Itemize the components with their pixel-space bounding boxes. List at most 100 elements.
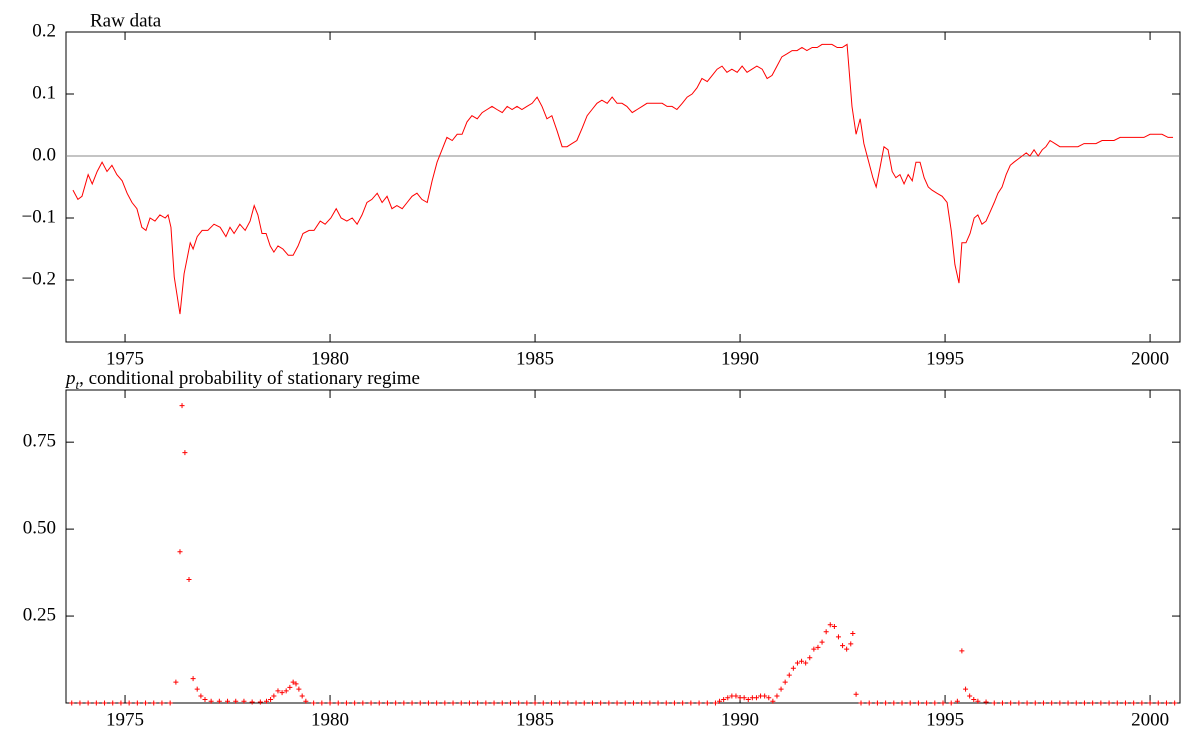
y-tick-label: −0.2 (22, 268, 56, 289)
data-point (417, 700, 423, 706)
data-point (177, 549, 183, 555)
data-point (573, 700, 579, 706)
data-point (959, 648, 965, 654)
data-point (275, 688, 281, 694)
data-point (924, 700, 930, 706)
data-point (991, 700, 997, 706)
data-point (581, 700, 587, 706)
x-tick-label: 1995 (926, 348, 964, 369)
data-point (655, 700, 661, 706)
data-point (999, 700, 1005, 706)
data-point (368, 700, 374, 706)
y-tick-label: 0.2 (32, 20, 56, 41)
data-point (352, 700, 358, 706)
data-point (745, 697, 751, 703)
x-tick-label: 1980 (311, 348, 349, 369)
data-point (1163, 700, 1169, 706)
data-point (499, 700, 505, 706)
data-point (548, 700, 554, 706)
data-point (425, 700, 431, 706)
data-point (932, 700, 938, 706)
data-point (866, 700, 872, 706)
data-point (202, 697, 208, 703)
data-point (118, 700, 124, 706)
data-point (327, 700, 333, 706)
data-point (376, 700, 382, 706)
data-point (491, 700, 497, 706)
data-point (606, 700, 612, 706)
data-point (948, 700, 954, 706)
data-point (696, 700, 702, 706)
data-point (589, 700, 595, 706)
data-point (963, 686, 969, 692)
data-point (208, 698, 214, 704)
data-point (540, 700, 546, 706)
data-point (179, 403, 185, 409)
data-point (1106, 700, 1112, 706)
data-point (850, 630, 856, 636)
data-point (85, 700, 91, 706)
data-point (1065, 700, 1071, 706)
y-tick-label: 0.75 (23, 431, 56, 452)
data-point (450, 700, 456, 706)
data-point (799, 658, 805, 664)
data-point (151, 700, 157, 706)
data-point (967, 693, 973, 699)
data-point (102, 700, 108, 706)
data-point (182, 450, 188, 456)
data-point (466, 700, 472, 706)
data-point (639, 700, 645, 706)
x-tick-label: 1980 (311, 709, 349, 730)
data-point (442, 700, 448, 706)
data-point (786, 672, 792, 678)
data-point (409, 700, 415, 706)
x-tick-label: 2000 (1131, 709, 1169, 730)
data-point (1024, 700, 1030, 706)
data-point (293, 681, 299, 687)
data-line (72, 43, 1174, 315)
data-point (762, 693, 768, 699)
data-point (954, 698, 960, 704)
data-point (1098, 700, 1104, 706)
y-tick-label: 0.1 (32, 82, 56, 103)
data-point (725, 695, 731, 701)
data-point (1172, 700, 1178, 706)
data-point (401, 700, 407, 706)
data-point (741, 695, 747, 701)
data-point (803, 660, 809, 666)
x-tick-label: 1975 (106, 348, 144, 369)
data-point (688, 700, 694, 706)
x-tick-label: 1975 (106, 709, 144, 730)
data-point (819, 639, 825, 645)
data-point (311, 700, 317, 706)
data-point (891, 700, 897, 706)
data-point (823, 629, 829, 635)
data-point (770, 698, 776, 704)
data-point (899, 700, 905, 706)
data-point (384, 700, 390, 706)
data-point (77, 700, 83, 706)
x-tick-label: 1985 (516, 348, 554, 369)
data-point (815, 644, 821, 650)
data-point (774, 693, 780, 699)
data-point (827, 622, 833, 628)
data-point (93, 700, 99, 706)
data-point (835, 634, 841, 640)
title-text: , conditional probability of stationary … (79, 368, 420, 389)
data-point (874, 700, 880, 706)
x-tick-label: 1990 (721, 348, 759, 369)
data-point (1008, 700, 1014, 706)
data-point (257, 699, 263, 705)
data-point (249, 699, 255, 705)
data-point (840, 643, 846, 649)
data-point (614, 700, 620, 706)
data-point (279, 690, 285, 696)
plot-frame (65, 389, 1181, 704)
data-point (971, 697, 977, 703)
data-point (766, 695, 772, 701)
data-point (831, 623, 837, 629)
data-point (343, 700, 349, 706)
data-point (1147, 700, 1153, 706)
data-point (1131, 700, 1137, 706)
data-point (190, 676, 196, 682)
